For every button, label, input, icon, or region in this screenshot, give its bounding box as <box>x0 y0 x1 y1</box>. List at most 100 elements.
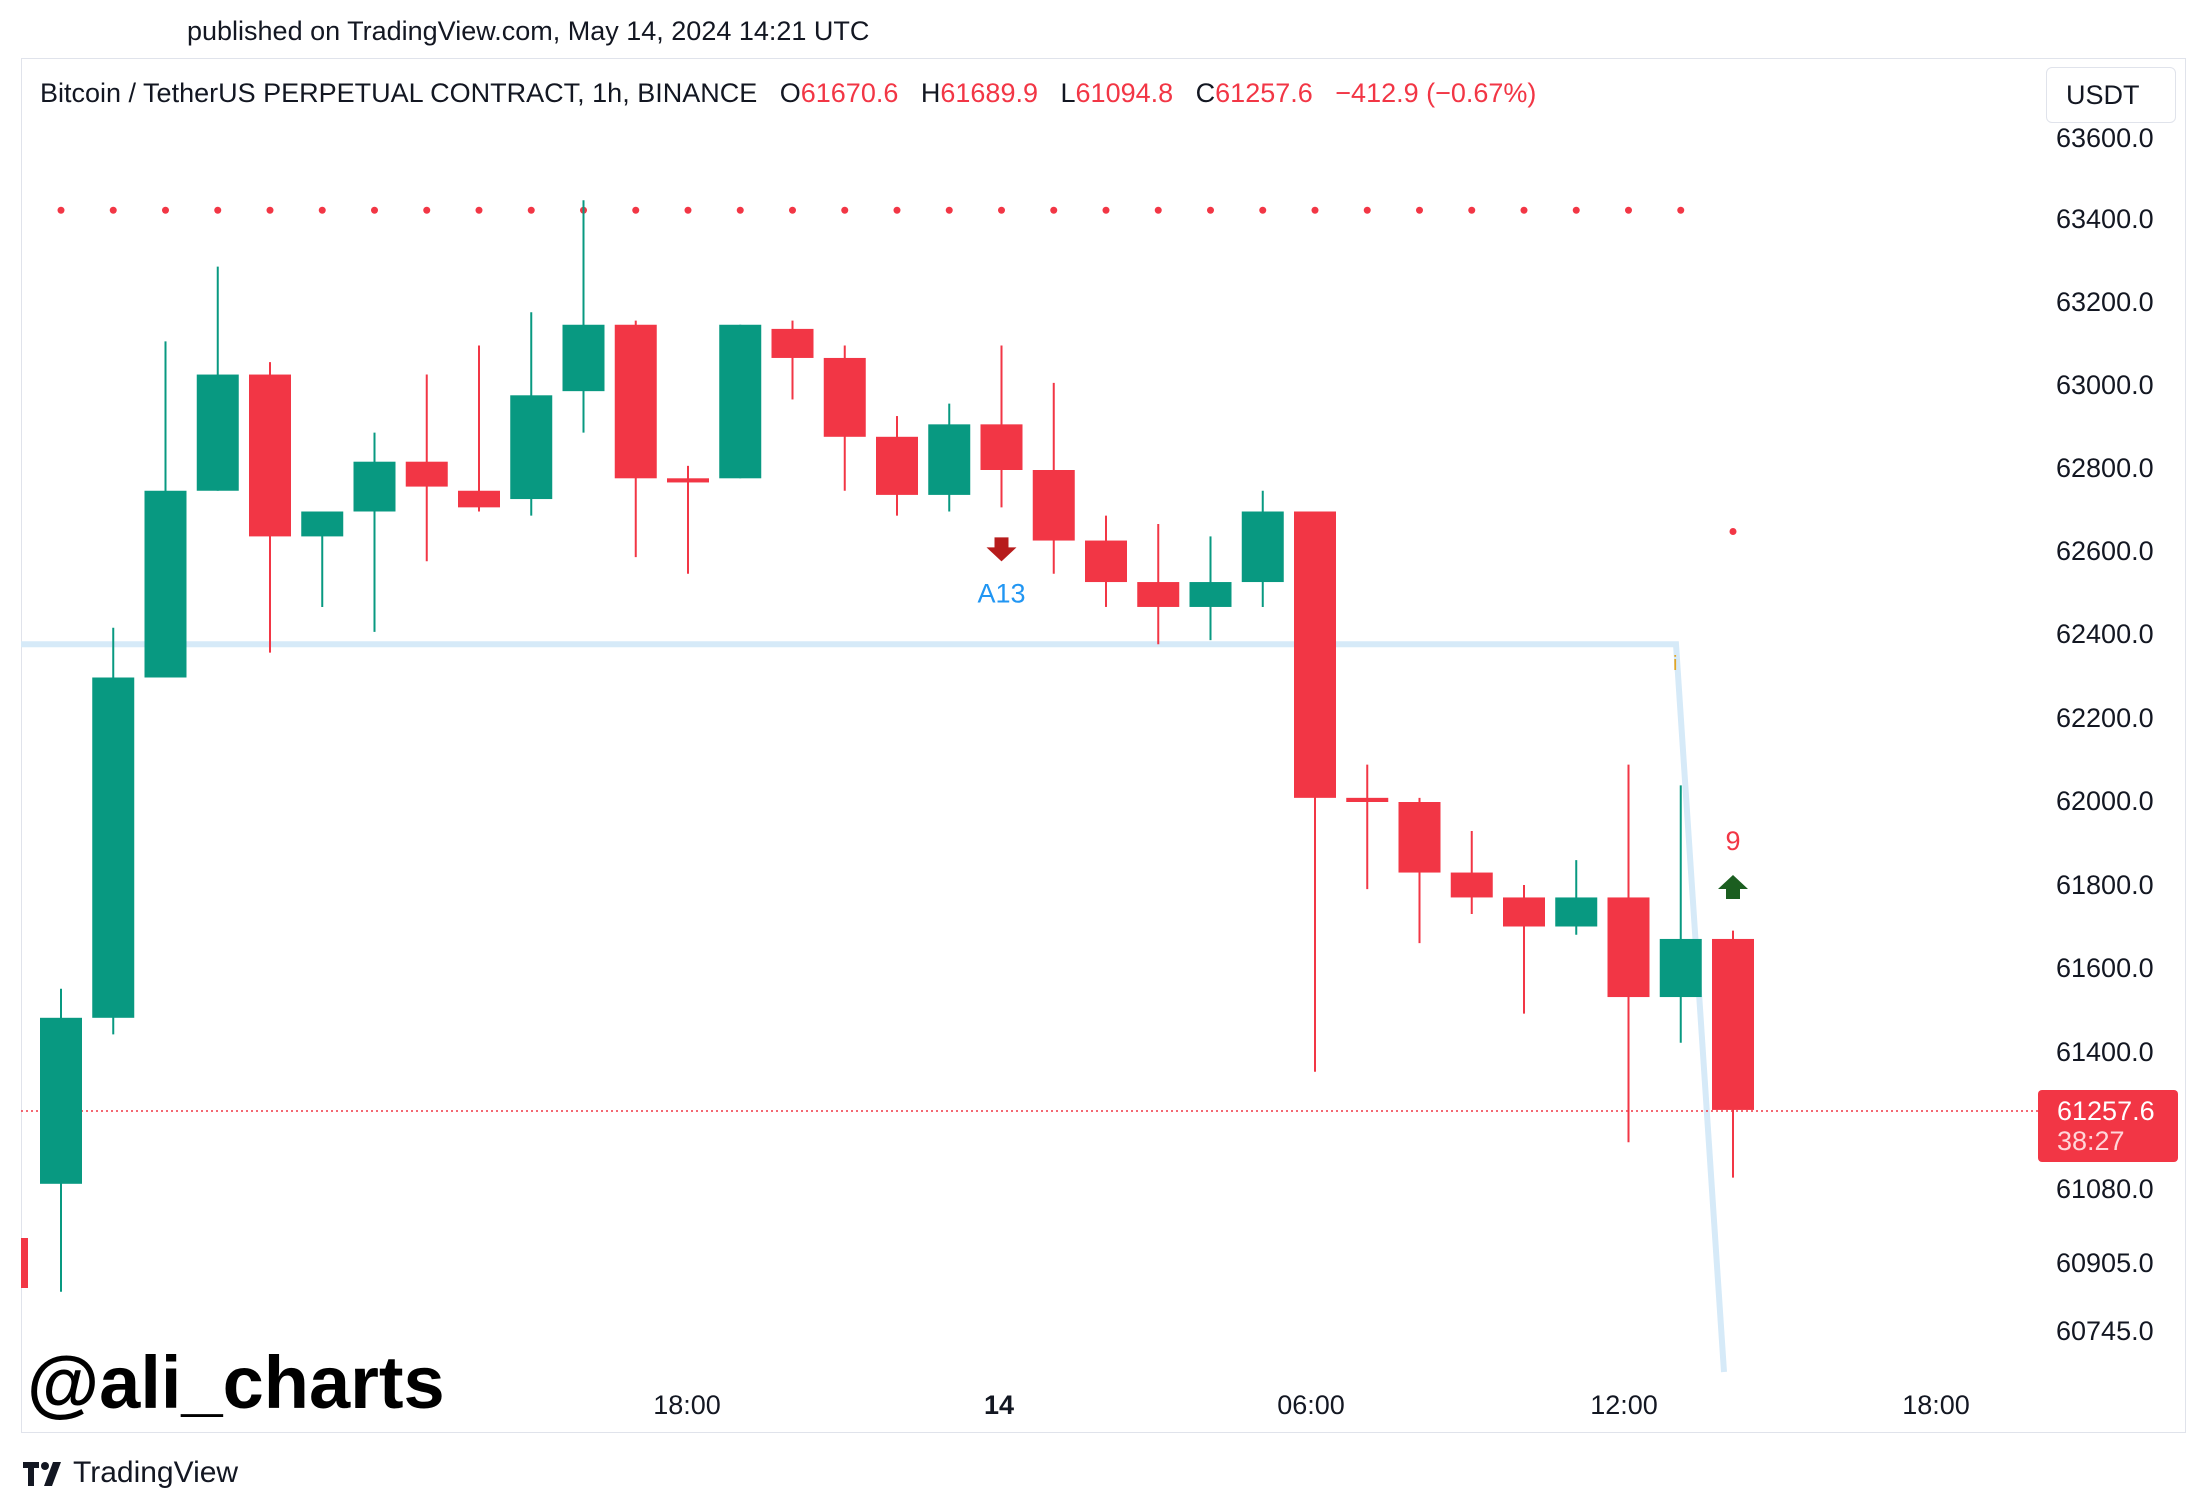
signal-dot <box>1207 206 1214 214</box>
y-axis-tick-label: 60745.0 <box>2056 1316 2154 1346</box>
candle-body <box>980 424 1023 470</box>
candle-body <box>614 324 657 479</box>
low-value: 61094.8 <box>1075 78 1174 108</box>
signal-dot <box>998 206 1005 214</box>
signal-dot <box>214 206 222 214</box>
brand-label: TradingView <box>73 1456 239 1489</box>
candle-body <box>1555 897 1598 927</box>
currency-button[interactable]: USDT <box>2046 67 2176 123</box>
x-axis-tick-label: 18:00 <box>653 1390 721 1420</box>
x-axis-tick-label: 12:00 <box>1590 1390 1658 1420</box>
y-axis-tick-label: 60905.0 <box>2056 1248 2154 1278</box>
signal-dot <box>632 206 640 214</box>
symbol-label: Bitcoin / TetherUS PERPETUAL CONTRACT, 1… <box>40 78 758 108</box>
candle-body <box>1398 802 1441 873</box>
last-price-value: 61257.6 <box>2057 1096 2155 1126</box>
signal-dot <box>527 206 535 214</box>
signal-dot <box>1729 528 1737 535</box>
chart-frame <box>21 58 2186 1433</box>
last-price-badge <box>2038 1090 2178 1162</box>
candle-body <box>405 461 448 487</box>
signal-dot <box>1102 206 1110 214</box>
signal-dot <box>1050 206 1058 214</box>
candle-body <box>40 1017 82 1184</box>
signal-dot <box>371 206 378 214</box>
y-axis-tick-label: 62200.0 <box>2056 703 2154 733</box>
signal-dot <box>1154 206 1162 214</box>
signal-dot <box>1572 206 1580 214</box>
signal-dot <box>945 206 953 214</box>
candle-body <box>1294 511 1336 798</box>
signal-dot <box>684 206 692 214</box>
candle-body <box>562 324 605 392</box>
candle-body <box>196 374 239 491</box>
info-icon: i <box>1673 653 1677 675</box>
signal-dot <box>736 206 744 214</box>
y-axis-tick-label: 63600.0 <box>2056 123 2154 153</box>
change-value: −412.9 (−0.67%) <box>1335 78 1537 108</box>
candle-body <box>719 324 762 479</box>
support-line <box>21 641 1727 1373</box>
x-axis-tick-label: 06:00 <box>1277 1390 1345 1420</box>
partial-candle-left <box>21 1238 28 1288</box>
signal-dot <box>1416 206 1423 214</box>
candle-body <box>1450 872 1493 898</box>
y-axis-tick-label: 62400.0 <box>2056 619 2154 649</box>
y-axis-tick-label: 63000.0 <box>2056 370 2154 400</box>
y-axis-tick-label: 62000.0 <box>2056 786 2154 816</box>
candle-body <box>249 374 291 537</box>
signal-dot <box>475 206 483 214</box>
candle-body <box>1659 938 1702 998</box>
tradingview-brand[interactable]: TradingView <box>23 1456 238 1490</box>
candle-body <box>1085 540 1127 583</box>
y-axis-tick-label: 63400.0 <box>2056 204 2154 234</box>
signal-dot <box>1468 206 1476 214</box>
y-axis-tick-label: 61080.0 <box>2056 1174 2154 1204</box>
candle-body <box>1503 897 1545 927</box>
signal-dot <box>423 206 431 214</box>
open-label: O <box>779 78 801 108</box>
y-axis-tick-label: 62600.0 <box>2056 536 2154 566</box>
candle-body <box>1241 511 1284 583</box>
signal-dot <box>162 206 169 214</box>
candle-body <box>92 677 135 1018</box>
candle-body <box>667 478 709 483</box>
high-value: 61689.9 <box>940 78 1038 108</box>
candle-body <box>353 461 396 512</box>
candle-body <box>144 490 187 678</box>
signal-dot <box>789 206 796 214</box>
signal-dot <box>1259 206 1267 214</box>
close-value: 61257.6 <box>1215 78 1313 108</box>
signal-dot <box>109 206 117 214</box>
x-axis-tick-label: 18:00 <box>1902 1390 1970 1420</box>
signal-dot <box>893 206 901 214</box>
candle-body <box>1712 938 1754 1110</box>
y-axis-tick-label: 61400.0 <box>2056 1037 2154 1067</box>
tradingview-logo-icon <box>23 1462 61 1487</box>
y-axis-tick-label: 61600.0 <box>2056 953 2154 983</box>
signal-dot <box>57 206 65 214</box>
signal-dot <box>841 206 849 214</box>
signal-dot <box>318 206 326 214</box>
countdown-value: 38:27 <box>2057 1126 2125 1156</box>
a13-marker-label: A13 <box>977 578 1025 608</box>
watermark-text: @ali_charts <box>27 1341 445 1424</box>
candle-body <box>1346 797 1389 802</box>
candle-body <box>1137 582 1180 607</box>
low-label: L <box>1060 78 1076 108</box>
up-arrow-icon <box>1718 875 1748 899</box>
ohlc-legend: Bitcoin / TetherUS PERPETUAL CONTRACT, 1… <box>40 78 1536 109</box>
y-axis-tick-label: 62800.0 <box>2056 453 2154 483</box>
signal-dot <box>1625 206 1632 214</box>
down-arrow-icon <box>986 537 1017 562</box>
y-axis-tick-label: 61800.0 <box>2056 870 2154 900</box>
high-label: H <box>920 78 941 108</box>
signal-dot <box>1311 206 1319 214</box>
candle-body <box>876 436 918 495</box>
candle-body <box>1032 470 1075 541</box>
candle-body <box>823 357 866 437</box>
candle-body <box>1607 897 1650 998</box>
x-axis-tick-label: 14 <box>984 1390 1014 1420</box>
signal-dot <box>1363 206 1371 214</box>
